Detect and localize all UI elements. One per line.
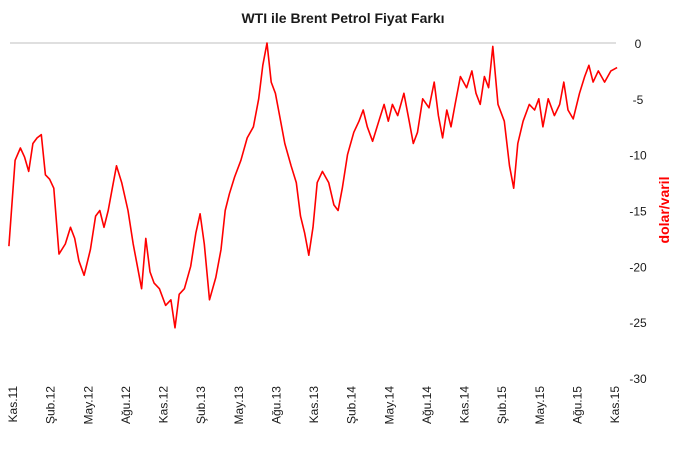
y-tick-label: 0 [635, 37, 642, 51]
y-tick-label: -10 [629, 149, 647, 163]
series-line [8, 42, 618, 329]
x-tick-label: Kas.12 [157, 386, 171, 424]
y-tick-label: -5 [633, 93, 644, 107]
x-tick-label: Ağu.12 [119, 386, 133, 424]
y-axis-label: dolar/varil [656, 177, 672, 244]
x-tick-label: May.15 [533, 386, 547, 425]
x-tick-label: Ağu.15 [570, 386, 584, 424]
x-tick-label: Kas.11 [6, 386, 20, 423]
x-tick-label: Ağu.13 [269, 386, 283, 424]
x-tick-label: Şub.15 [495, 386, 509, 424]
x-tick-label: May.12 [81, 386, 95, 425]
x-tick-label: Şub.14 [345, 386, 359, 424]
y-tick-label: -30 [629, 372, 647, 386]
x-tick-label: Kas.15 [608, 386, 622, 424]
x-tick-label: Şub.12 [44, 386, 58, 424]
y-tick-label: -25 [629, 316, 647, 330]
x-axis-ticks: Kas.11 Şub.12 May.12 Ağu.12 Kas.12 Şub.13 May.… [6, 386, 622, 425]
x-tick-label: Ağu.14 [420, 386, 434, 424]
y-tick-label: -15 [629, 205, 647, 219]
y-axis-ticks: 0 -5 -10 -15 -20 -25 -30 [629, 37, 647, 386]
x-tick-label: Kas.14 [458, 386, 472, 424]
x-tick-label: Şub.13 [194, 386, 208, 424]
x-tick-label: May.14 [382, 386, 396, 425]
chart-title: WTI ile Brent Petrol Fiyat Farkı [241, 10, 444, 26]
x-tick-label: May.13 [232, 386, 246, 425]
x-tick-label: Kas.13 [307, 386, 321, 424]
y-tick-label: -20 [629, 260, 647, 274]
